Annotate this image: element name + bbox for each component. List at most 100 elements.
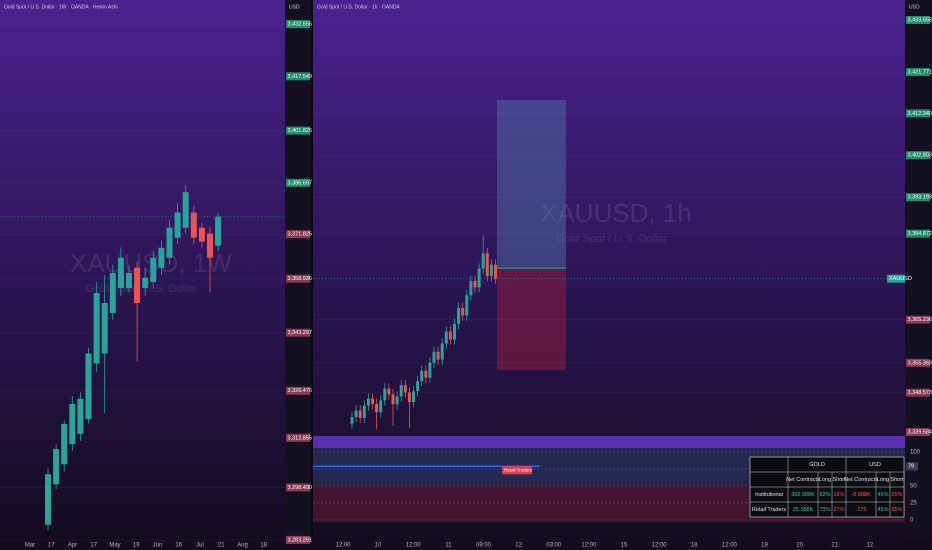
y-tick-box xyxy=(286,20,310,29)
candle-body xyxy=(481,253,485,269)
candle-body xyxy=(93,292,100,364)
y-tick-box xyxy=(286,126,310,135)
candle-body xyxy=(174,212,181,238)
candle-body xyxy=(150,257,157,282)
table-cell: Institutional xyxy=(755,492,783,498)
watermark: XAUUSD, 1h xyxy=(540,198,692,228)
candle-body xyxy=(440,343,444,360)
y-tick-box xyxy=(286,433,310,442)
candle-body xyxy=(198,227,205,242)
candle-body xyxy=(465,295,469,316)
candle-body xyxy=(424,370,428,378)
y-tick-label: 3,348.573 xyxy=(908,390,932,396)
y-tick-label: 0 xyxy=(910,518,914,524)
candle-body xyxy=(350,417,354,424)
candle-body xyxy=(432,351,436,363)
watermark-subtitle: Gold Spot / U.S. Dollar xyxy=(86,283,198,295)
table-column: Net Contracts xyxy=(844,477,878,483)
candle-body xyxy=(469,280,473,296)
table-column: Long xyxy=(877,477,889,483)
y-tick-box xyxy=(286,274,310,283)
candle-body xyxy=(371,398,374,404)
table-column: Short xyxy=(832,477,846,483)
candle-body xyxy=(485,253,489,277)
x-tick-label: 19 xyxy=(761,543,768,549)
table-group: GOLD xyxy=(809,462,825,468)
y-tick-label: 3,402.803 xyxy=(908,153,932,159)
table-cell: 18% xyxy=(833,492,844,498)
candle-body xyxy=(142,277,149,289)
x-tick-label: May xyxy=(109,543,120,549)
last-tag: XAUUSD xyxy=(889,276,912,282)
y-tick-label: 3,355.369 xyxy=(908,360,932,366)
y-tick-label: 3,412.340 xyxy=(908,111,932,117)
chart-layer: Gold Spot / U.S. Dollar · 1W · OANDA · H… xyxy=(0,4,932,549)
candle-body xyxy=(354,410,358,418)
table-column: Net Contracts xyxy=(786,477,820,483)
x-tick-label: Apr xyxy=(68,543,77,549)
x-tick-label: 19 xyxy=(133,543,140,549)
x-tick-label: 21 xyxy=(831,543,838,549)
candle-body xyxy=(477,268,481,288)
x-tick-label: 21 xyxy=(218,543,225,549)
candle-body xyxy=(489,264,493,277)
candle-body xyxy=(166,227,173,258)
table-cell: 27% xyxy=(833,507,844,513)
candle-body xyxy=(117,257,124,289)
x-tick-label: 11 xyxy=(445,543,452,549)
candle-body xyxy=(358,410,362,418)
candle-body xyxy=(207,233,213,258)
chart-title: Gold Spot / U.S. Dollar · 1W · OANDA · H… xyxy=(4,4,118,10)
y-tick-box xyxy=(906,68,930,77)
candle-body xyxy=(461,307,465,316)
candle-body xyxy=(69,403,76,445)
x-tick-label: 12:00 xyxy=(335,543,351,549)
candle-body xyxy=(53,449,60,485)
x-tick-label: 17 xyxy=(90,543,97,549)
candle-body xyxy=(453,323,456,340)
candle-body xyxy=(436,351,440,360)
x-tick-label: Jul xyxy=(196,543,204,549)
x-tick-label: 03:00 xyxy=(546,543,562,549)
right-price-axis xyxy=(905,0,932,550)
candle-body xyxy=(61,423,68,465)
y-tick-label: 3,358.936 xyxy=(288,276,312,282)
x-tick-label: 10 xyxy=(375,543,382,549)
y-tick-label: 3,343.297 xyxy=(288,330,312,336)
level-tag-box xyxy=(906,462,918,471)
y-tick-label: 3,326.476 xyxy=(288,388,312,394)
y-tick-label: 3,401.826 xyxy=(288,128,312,134)
candle-body xyxy=(412,391,415,403)
candle-body xyxy=(403,385,407,393)
table-cell: 55% xyxy=(891,507,902,513)
candle-body xyxy=(126,272,132,289)
y-tick-label: 100 xyxy=(910,450,921,456)
x-tick-label: 12 xyxy=(867,543,874,549)
candle-body xyxy=(420,370,424,382)
y-tick-box xyxy=(906,109,930,118)
table-column: Long xyxy=(819,477,831,483)
y-tick-box xyxy=(286,178,310,187)
axis-unit: USD xyxy=(909,4,920,10)
x-tick-label: 15 xyxy=(621,543,628,549)
candle-body xyxy=(399,385,403,397)
table-cell: Retail Traders xyxy=(752,507,786,513)
y-tick-box xyxy=(906,16,930,25)
candle-body xyxy=(109,272,116,314)
candle-body xyxy=(457,307,461,324)
x-tick-label: 12 xyxy=(515,543,522,549)
table-cell: 45% xyxy=(877,492,888,498)
table-column: Short xyxy=(890,477,904,483)
x-tick-label: Mar xyxy=(25,543,35,549)
candle-body xyxy=(494,264,497,279)
watermark-subtitle: Gold Spot / U.S. Dollar xyxy=(556,233,668,245)
candle-body xyxy=(391,394,395,405)
candle-body xyxy=(444,331,448,344)
x-tick-label: 16 xyxy=(175,543,182,549)
table-cell: 73% xyxy=(819,507,830,513)
label-badge: Retail Traders xyxy=(504,467,533,472)
table-cell: 25.388K xyxy=(793,507,814,513)
y-tick-box xyxy=(906,358,930,367)
y-tick-label: 3,283.291 xyxy=(288,537,312,543)
